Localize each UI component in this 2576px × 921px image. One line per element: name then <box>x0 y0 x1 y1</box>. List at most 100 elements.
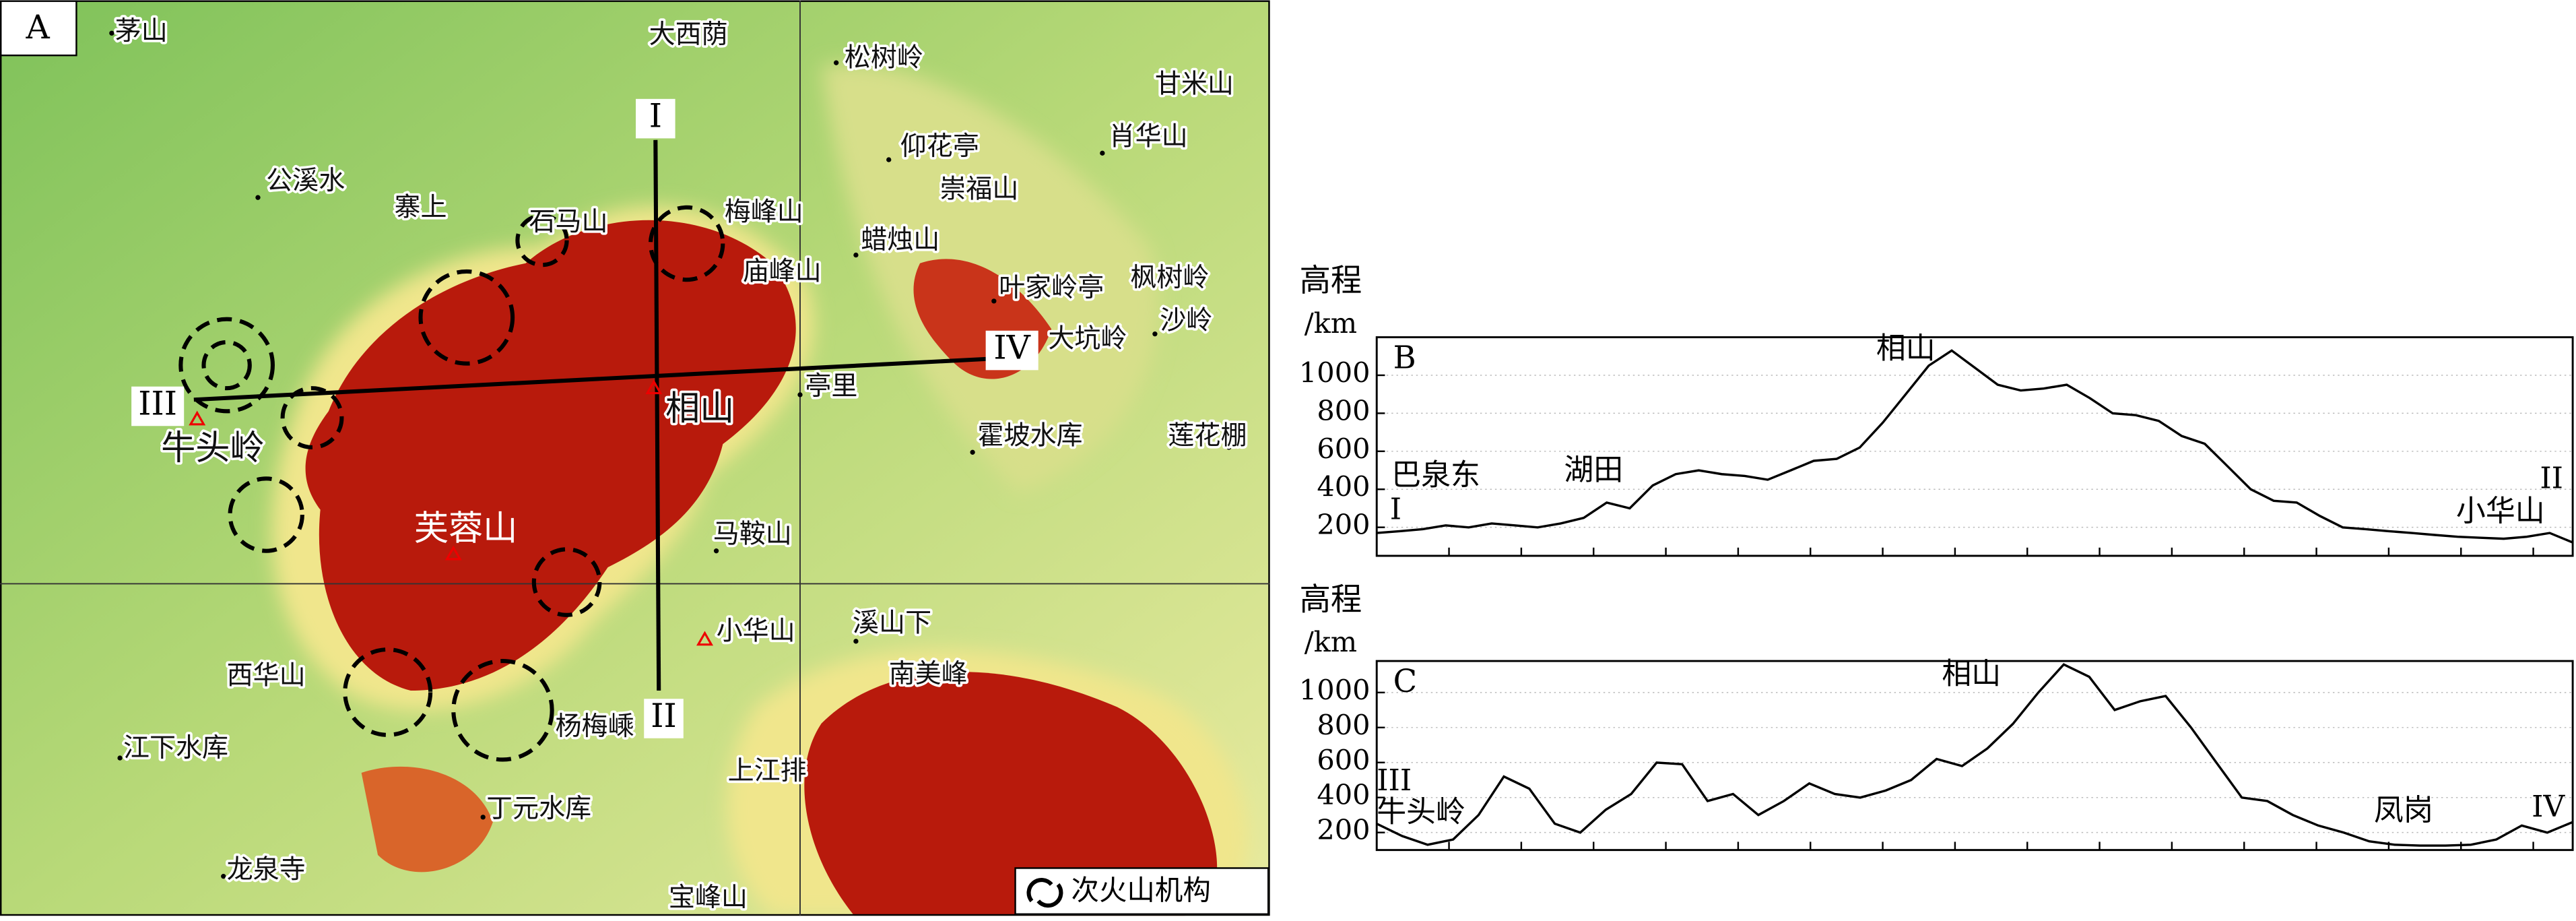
annotation: 湖田 <box>1564 453 1623 487</box>
place-label: 崇福山 <box>939 174 1018 204</box>
annotation: 小华山 <box>2456 494 2545 528</box>
place-label: 肖华山 <box>1109 121 1188 152</box>
place-label: 仰花亭 <box>900 131 979 162</box>
terrain <box>0 0 1270 916</box>
place-dot <box>834 60 839 65</box>
place-label: 茅山 <box>115 16 168 46</box>
panel-label: C <box>1393 663 1417 699</box>
place-label: 甘米山 <box>1155 69 1234 99</box>
y-tick-label: 200 <box>1317 814 1370 846</box>
place-label: 松树岭 <box>845 42 923 73</box>
y-axis-title: 高程 <box>1300 262 1362 298</box>
annotation: 牛头岭 <box>1377 794 1465 829</box>
profile-label-box <box>985 330 1038 371</box>
profile-label-box <box>131 386 185 426</box>
y-axis-title: 高程 <box>1300 581 1362 617</box>
place-label: 蜡烛山 <box>861 225 939 255</box>
place-label: 龙泉寺 <box>227 854 306 885</box>
place-label: 溪山下 <box>853 608 931 638</box>
place-label: 江下水库 <box>123 733 228 763</box>
place-dot <box>853 252 859 258</box>
map-frame <box>0 0 1270 916</box>
profile-line <box>1377 349 2573 544</box>
place-dot <box>1100 150 1105 156</box>
place-label: 石马山 <box>529 207 607 237</box>
y-tick-label: 1000 <box>1299 674 1370 706</box>
legend-box <box>1014 867 1269 915</box>
place-label: 上江排 <box>728 756 807 786</box>
place-label: 沙岭 <box>1160 306 1212 336</box>
annotation: 相山 <box>1876 331 1936 366</box>
profile-label: II <box>651 697 677 735</box>
peak-marker <box>696 631 713 646</box>
place-dot <box>886 157 892 162</box>
y-tick-label: 1000 <box>1299 356 1370 389</box>
peak-marker <box>189 410 206 426</box>
place-label: 叶家岭亭 <box>999 273 1104 303</box>
profile-line <box>653 139 661 691</box>
annotation: II <box>2540 461 2563 495</box>
place-dot <box>255 195 261 200</box>
peak-marker <box>645 379 663 395</box>
chart-frame <box>1375 660 2574 852</box>
place-label: 莲花棚 <box>1168 420 1247 451</box>
place-label: 小华山 <box>717 616 795 647</box>
place-label: 梅峰山 <box>725 197 803 228</box>
place-label: 南美峰 <box>889 659 968 689</box>
profile-label-box <box>644 699 684 738</box>
annotation: 凤岗 <box>2374 793 2433 827</box>
y-axis-unit: /km <box>1304 307 1357 340</box>
place-label: 芙蓉山 <box>414 508 518 548</box>
place-label: 宝峰山 <box>669 883 748 913</box>
place-label: 寨上 <box>394 192 447 222</box>
peak-marker <box>444 545 462 561</box>
y-tick-label: 400 <box>1317 471 1370 503</box>
profile-label: I <box>649 97 662 135</box>
y-tick-label: 400 <box>1317 779 1370 811</box>
place-dot <box>970 449 975 455</box>
y-tick-label: 800 <box>1317 709 1370 741</box>
place-dot <box>853 639 859 644</box>
place-label: 公溪水 <box>266 166 345 196</box>
annotation: I <box>1390 493 1401 527</box>
place-dot <box>109 30 114 36</box>
place-dot <box>1152 331 1158 337</box>
place-dot <box>797 392 803 398</box>
profile-label: III <box>138 384 177 422</box>
place-dot <box>991 298 997 304</box>
place-dot <box>117 755 123 761</box>
place-label: 西华山 <box>227 661 306 691</box>
profile-label: IV <box>993 329 1030 367</box>
profile-label-box <box>636 98 675 139</box>
volcanic-structures <box>178 205 725 762</box>
panel-label-box <box>0 0 77 57</box>
y-tick-label: 600 <box>1317 433 1370 465</box>
place-label: 枫树岭 <box>1130 263 1209 293</box>
place-label: 霍坡水库 <box>977 420 1082 451</box>
place-label: 庙峰山 <box>743 256 822 286</box>
legend-label: 次火山机构 <box>1071 875 1210 907</box>
chart-frame <box>1375 336 2574 557</box>
y-tick-label: 800 <box>1317 395 1370 427</box>
place-dot <box>480 815 486 820</box>
annotation: 相山 <box>1942 657 2001 691</box>
annotation: 巴泉东 <box>1391 457 1480 492</box>
legend-symbol <box>1026 877 1063 908</box>
panel-label: A <box>25 8 50 46</box>
place-dot <box>1226 445 1232 450</box>
annotation: III <box>1377 763 1412 798</box>
place-label: 马鞍山 <box>713 519 792 550</box>
place-label: 牛头岭 <box>161 428 265 468</box>
profile-line <box>1376 663 2573 847</box>
place-label: 杨梅嵊 <box>556 711 634 742</box>
panel-label: B <box>1393 340 1416 376</box>
place-label: 大西荫 <box>649 20 728 50</box>
annotation: IV <box>2532 790 2565 824</box>
profile-line <box>193 356 995 402</box>
place-label: 大坑岭 <box>1048 323 1127 354</box>
y-tick-label: 200 <box>1317 509 1370 541</box>
place-label: 相山 <box>665 388 734 428</box>
place-label: 丁元水库 <box>486 794 591 824</box>
